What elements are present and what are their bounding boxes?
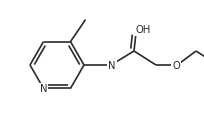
Text: N: N	[40, 84, 47, 94]
Text: N: N	[108, 61, 116, 71]
Text: OH: OH	[136, 25, 151, 35]
Text: O: O	[172, 61, 180, 71]
